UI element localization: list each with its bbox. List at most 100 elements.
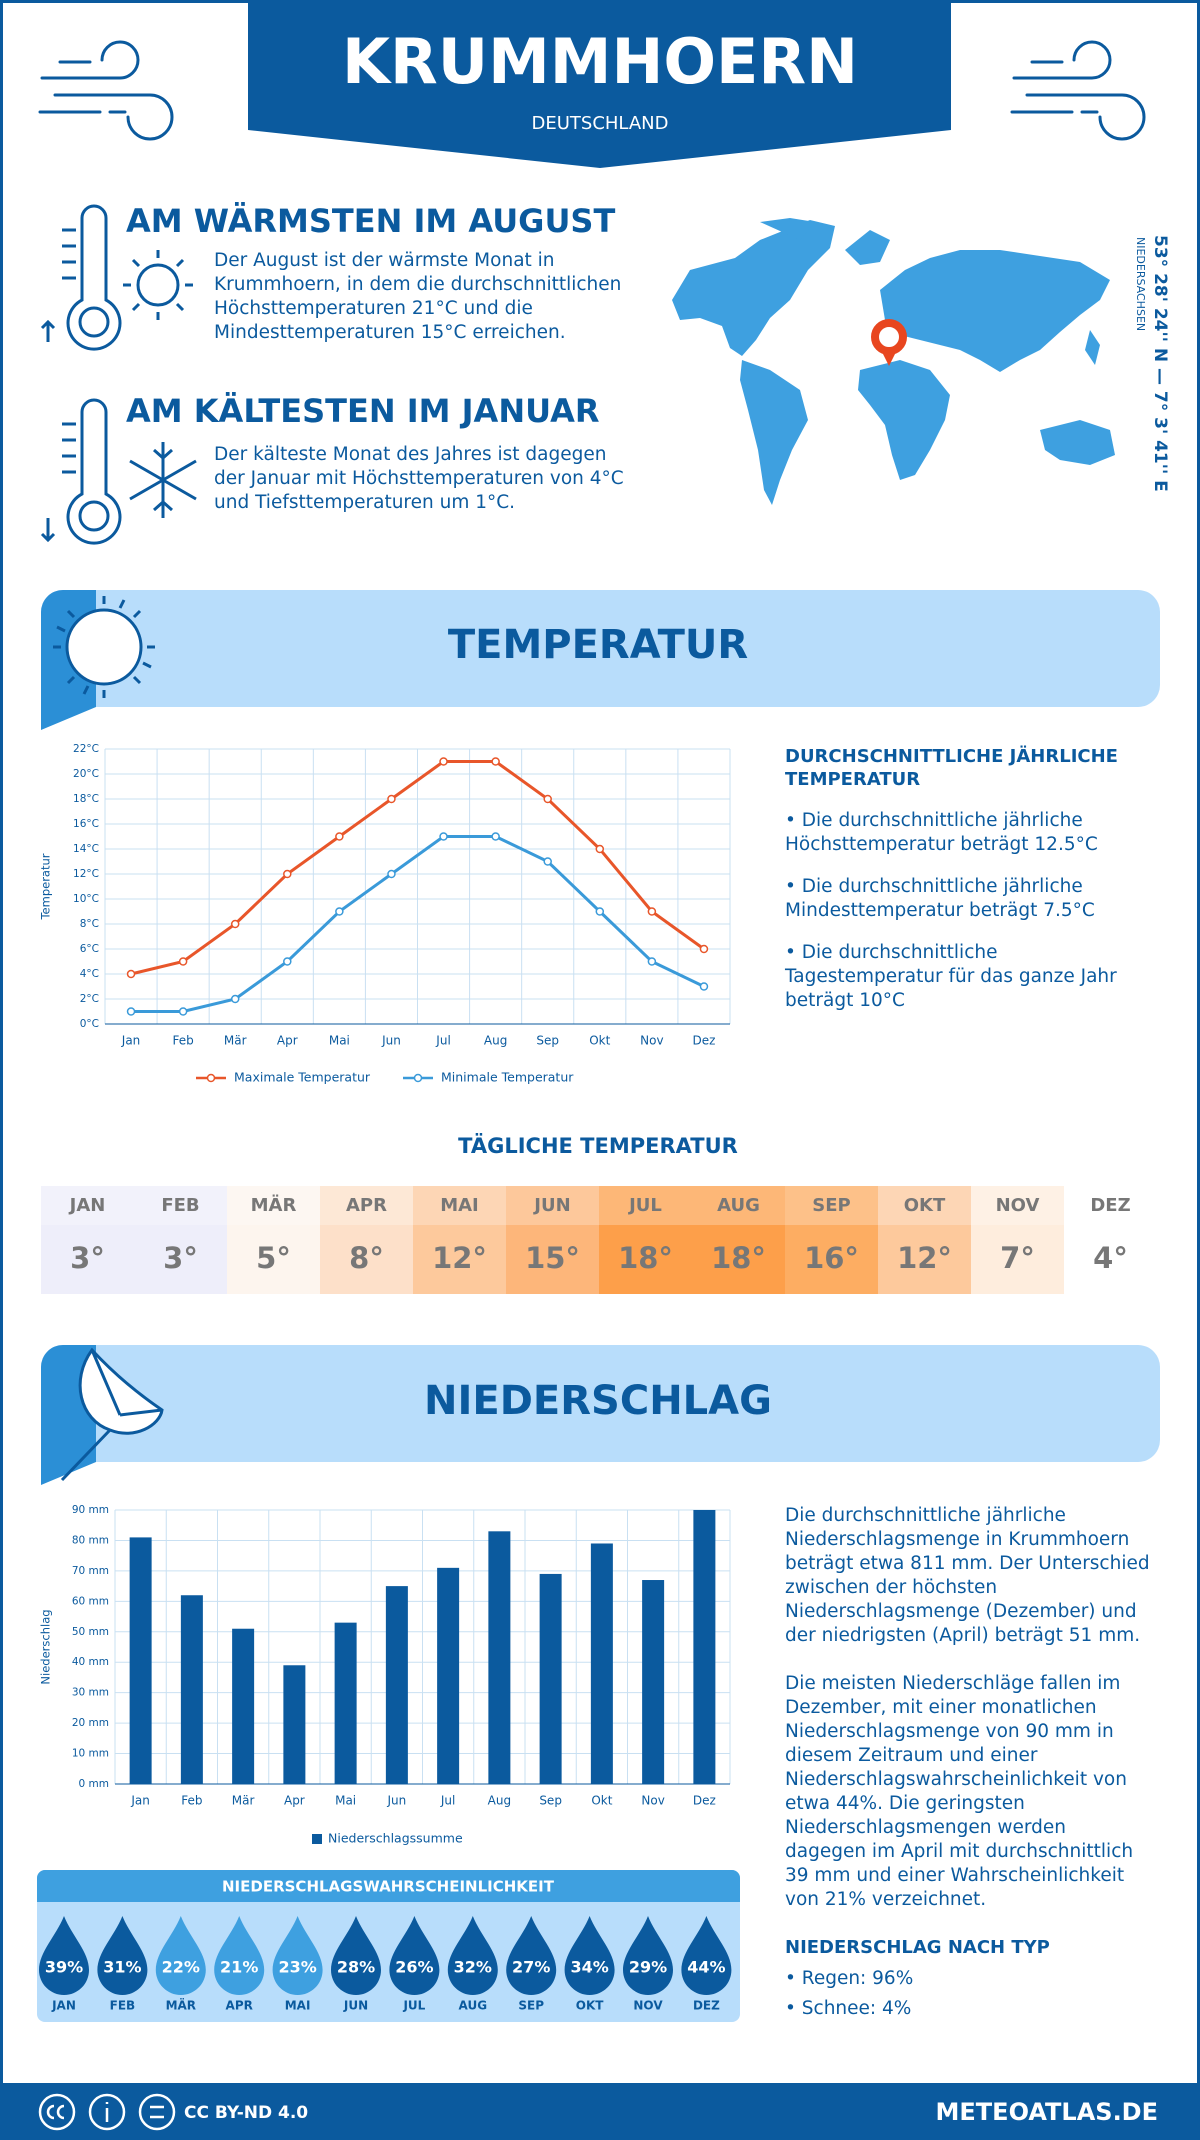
month-header-shade — [878, 1186, 972, 1225]
line-point — [178, 957, 188, 966]
drop-month: AUG — [459, 1999, 488, 2013]
drop-month: JUN — [343, 1999, 368, 2013]
month-cell — [785, 1186, 879, 1294]
precipitation-summary: Die durchschnittliche jährliche Niedersc… — [785, 1504, 1150, 2021]
month-cell — [692, 1186, 786, 1294]
y-tick-label: 70 mm — [72, 1565, 109, 1577]
probability-drops: 39% JAN 31% FEB 22% MÄR 21% APR 23% MAI 28% JUN 26% J… — [39, 1916, 732, 2013]
drop-value: 28% — [337, 1958, 375, 1977]
month-temp: 3° — [163, 1241, 198, 1275]
month-cell — [971, 1186, 1065, 1294]
month-label: MAI — [440, 1195, 479, 1216]
month-label: DEZ — [1090, 1195, 1130, 1216]
month-label: JUN — [532, 1195, 570, 1216]
x-tick-label: Feb — [173, 1034, 194, 1048]
x-tick-label: Jan — [121, 1034, 141, 1048]
month-cell — [41, 1186, 135, 1294]
bar — [385, 1586, 408, 1784]
drop — [506, 1916, 557, 1995]
drop — [272, 1916, 323, 1995]
y-tick-label: 16°C — [73, 818, 99, 830]
x-tick-label: Aug — [484, 1034, 507, 1048]
month-temp: 16° — [804, 1241, 859, 1275]
line-point — [439, 757, 448, 766]
summary-paragraph: Die meisten Niederschläge fallen im Deze… — [785, 1673, 1134, 1910]
line-point — [126, 1007, 136, 1016]
month-header-shade — [227, 1186, 321, 1225]
y-tick-label: 20 mm — [72, 1717, 109, 1729]
x-tick-label: Sep — [539, 1794, 562, 1808]
temperature-summary: DURCHSCHNITTLICHE JÄHRLICHE TEMPERATUR •… — [785, 745, 1155, 1013]
thermometer-cold-icon — [40, 398, 197, 545]
x-tick-label: Mai — [329, 1034, 350, 1048]
summary-bullet: • Die durchschnittliche jährliche Mindes… — [785, 876, 1095, 921]
month-label: OKT — [904, 1195, 946, 1216]
summary-title: DURCHSCHNITTLICHE JÄHRLICHE TEMPERATUR — [785, 746, 1118, 790]
warmest-text: Der August ist der wärmste Monat in Krum… — [214, 250, 622, 343]
world-map — [672, 218, 1115, 505]
bar — [334, 1622, 357, 1784]
legend-swatch — [312, 1834, 322, 1844]
region: NIEDERSACHSEN — [1134, 237, 1147, 331]
x-tick-label: Mär — [224, 1034, 247, 1048]
month-temp: 12° — [897, 1241, 952, 1275]
line-point — [647, 907, 657, 916]
month-cell — [1064, 1186, 1158, 1294]
month-label: AUG — [717, 1195, 760, 1216]
line-point — [283, 869, 292, 879]
line-series — [130, 760, 705, 976]
month-cell — [413, 1186, 507, 1294]
wind-icon — [38, 40, 174, 141]
drop-value: 21% — [220, 1958, 258, 1977]
line-point — [543, 857, 552, 866]
y-tick-label: 0°C — [80, 1018, 99, 1030]
header-title: KRUMMHOERN — [342, 25, 858, 98]
summary-bullet: • Die durchschnittliche Tagestemperatur … — [785, 942, 1117, 1011]
location-marker-tip — [882, 352, 896, 366]
coldest-text: Der kälteste Monat des Jahres ist dagege… — [214, 444, 624, 513]
y-tick-label: 40 mm — [72, 1656, 109, 1668]
month-header-shade — [785, 1186, 879, 1225]
drop-value: 22% — [162, 1958, 200, 1977]
month-header-shade — [599, 1186, 693, 1225]
x-tick-label: Jan — [130, 1794, 150, 1808]
line-point — [178, 1007, 188, 1016]
line-point — [699, 944, 709, 954]
thermometer-warm-icon — [40, 204, 193, 351]
line-point — [699, 982, 709, 991]
probability-box — [37, 1870, 740, 2022]
month-label: MÄR — [251, 1194, 297, 1216]
drop-value: 27% — [512, 1958, 550, 1977]
line-point — [491, 757, 500, 766]
x-tick-label: Okt — [589, 1034, 610, 1048]
line-point — [647, 957, 657, 966]
y-tick-label: 8°C — [80, 918, 99, 930]
bar — [283, 1665, 306, 1784]
x-tick-label: Feb — [181, 1794, 202, 1808]
line-point — [595, 907, 605, 916]
y-tick-label: 2°C — [80, 993, 99, 1005]
y-tick-label: 80 mm — [72, 1534, 109, 1546]
drop — [389, 1916, 440, 1995]
x-tick-label: Jun — [381, 1034, 401, 1048]
legend-label: Minimale Temperatur — [441, 1070, 574, 1085]
drop — [39, 1916, 89, 1995]
site-name: METEOATLAS.DE — [936, 2098, 1158, 2126]
drop-month: APR — [226, 1999, 253, 2013]
x-tick-label: Aug — [488, 1794, 511, 1808]
line-point — [595, 844, 605, 854]
month-cell — [599, 1186, 693, 1294]
month-label: JUL — [627, 1195, 662, 1216]
drop-month: JAN — [51, 1999, 76, 2013]
month-temp: 3° — [70, 1241, 105, 1275]
line-point — [439, 832, 448, 841]
section-banner — [41, 1345, 1160, 1462]
type-item: • Schnee: 4% — [785, 1998, 912, 2019]
sun-icon — [53, 596, 155, 698]
y-tick-label: 60 mm — [72, 1595, 109, 1607]
bar — [180, 1595, 203, 1784]
y-tick-label: 50 mm — [72, 1626, 109, 1638]
y-tick-label: 20°C — [73, 768, 99, 780]
month-cell — [320, 1186, 414, 1294]
